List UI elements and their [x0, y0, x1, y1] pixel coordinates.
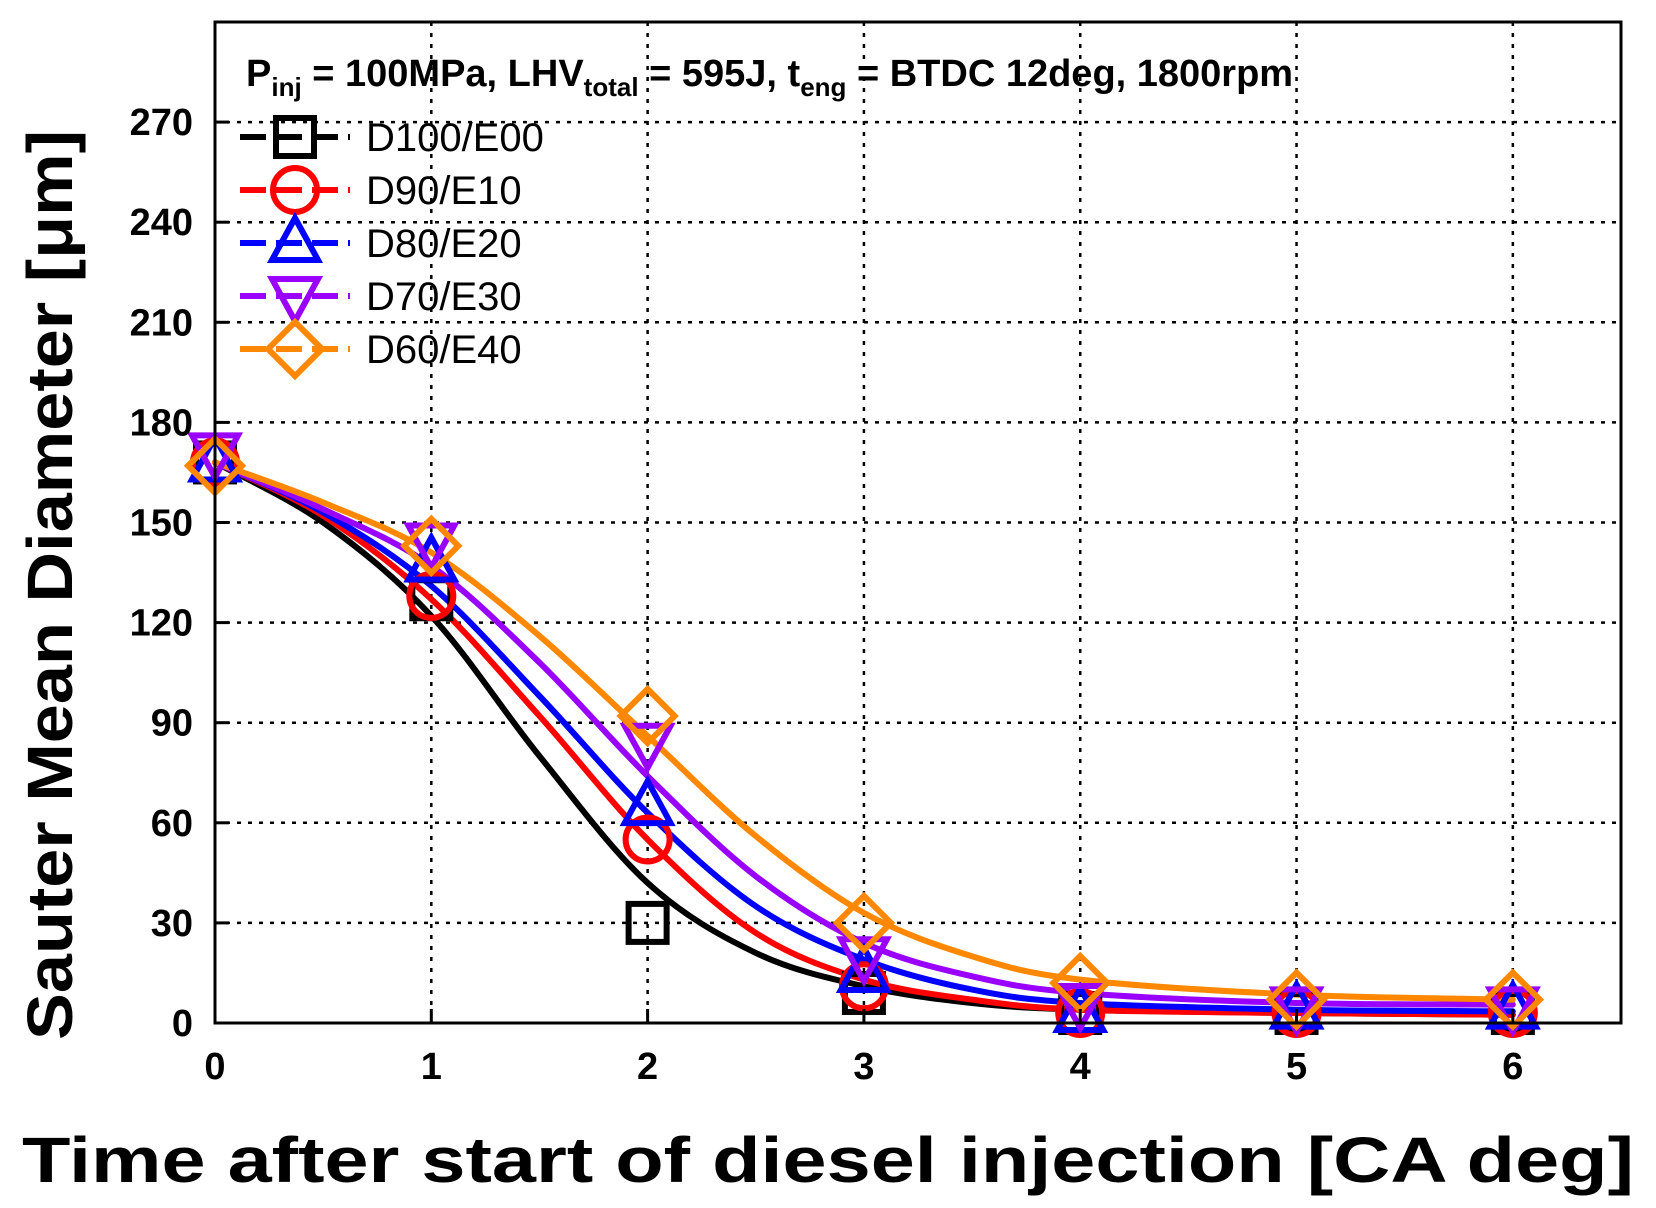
x-tick-label: 5 — [1286, 1046, 1307, 1088]
fit-curve-d90-e10 — [212, 459, 1516, 1018]
legend-marker-d70-e30 — [266, 276, 324, 328]
legend-marker-d100-e00 — [273, 115, 317, 159]
data-markers — [183, 431, 1545, 1038]
y-tick-label: 180 — [130, 402, 193, 444]
data-point-d60-e40 — [1265, 968, 1328, 1031]
legend-label-d80-e20: D80/E20 — [366, 222, 522, 266]
annot-t-sub: eng — [800, 72, 846, 102]
data-point-d60-e40 — [832, 891, 896, 955]
y-tick-label: 240 — [130, 202, 193, 244]
data-point-d80-e20 — [619, 774, 676, 827]
legend-marker-d80-e20 — [266, 211, 324, 263]
legend-label-d70-e30: D70/E30 — [366, 275, 522, 319]
y-tick-label: 90 — [151, 703, 193, 745]
legend: D100/E00 D90/E10 D80/E20 D70/E30 D60/E40 — [240, 115, 544, 381]
data-point-d80-e20 — [835, 941, 892, 993]
annot-p-rest: = 100MPa, LHV — [302, 53, 585, 95]
y-tick-label: 270 — [130, 102, 193, 144]
y-tick-label: 30 — [151, 903, 193, 945]
y-axis-title: Sauter Mean Diameter [μm] — [14, 130, 86, 1040]
data-point-d70-e30 — [1484, 986, 1541, 1038]
y-tick-label: 120 — [130, 603, 193, 645]
x-tick-label: 1 — [421, 1046, 442, 1088]
data-point-d60-e40 — [400, 514, 463, 578]
y-tick-label: 0 — [172, 1003, 193, 1045]
annot-lhv-sub: total — [584, 72, 639, 102]
x-axis-title: Time after start of diesel injection [CA… — [22, 1124, 1634, 1196]
x-tick-label: 0 — [204, 1046, 225, 1088]
data-point-d100-e00 — [625, 900, 670, 945]
legend-label-d60-e40: D60/E40 — [366, 328, 522, 372]
grid — [215, 22, 1621, 1023]
legend-marker-d60-e40 — [263, 317, 327, 381]
y-tick-label: 150 — [130, 503, 193, 545]
data-point-d70-e30 — [403, 522, 460, 574]
data-point-d70-e30 — [835, 936, 892, 988]
legend-label-d90-e10: D90/E10 — [366, 169, 522, 213]
data-point-d70-e30 — [1052, 982, 1109, 1035]
chart-annotation: Pinj = 100MPa, LHVtotal = 595J, teng = B… — [246, 53, 1293, 102]
x-tick-label: 3 — [853, 1046, 874, 1088]
legend-label-d100-e00: D100/E00 — [366, 116, 544, 160]
x-tick-label: 2 — [637, 1046, 658, 1088]
annot-lhv-rest: = 595J, t — [639, 53, 801, 95]
annot-p-sub: inj — [271, 72, 301, 102]
data-point-d60-e40 — [1481, 968, 1545, 1031]
data-point-d90-e10 — [622, 814, 673, 865]
y-tick-label: 60 — [151, 803, 193, 845]
annot-t-rest: = BTDC 12deg, 1800rpm — [846, 53, 1293, 95]
x-tick-label: 6 — [1502, 1046, 1523, 1088]
data-point-d70-e30 — [1268, 986, 1325, 1038]
y-tick-label: 210 — [130, 302, 193, 344]
data-point-d70-e30 — [619, 722, 676, 774]
annot-p: P — [246, 53, 271, 95]
x-tick-label: 4 — [1070, 1046, 1091, 1088]
data-point-d60-e40 — [616, 684, 679, 748]
